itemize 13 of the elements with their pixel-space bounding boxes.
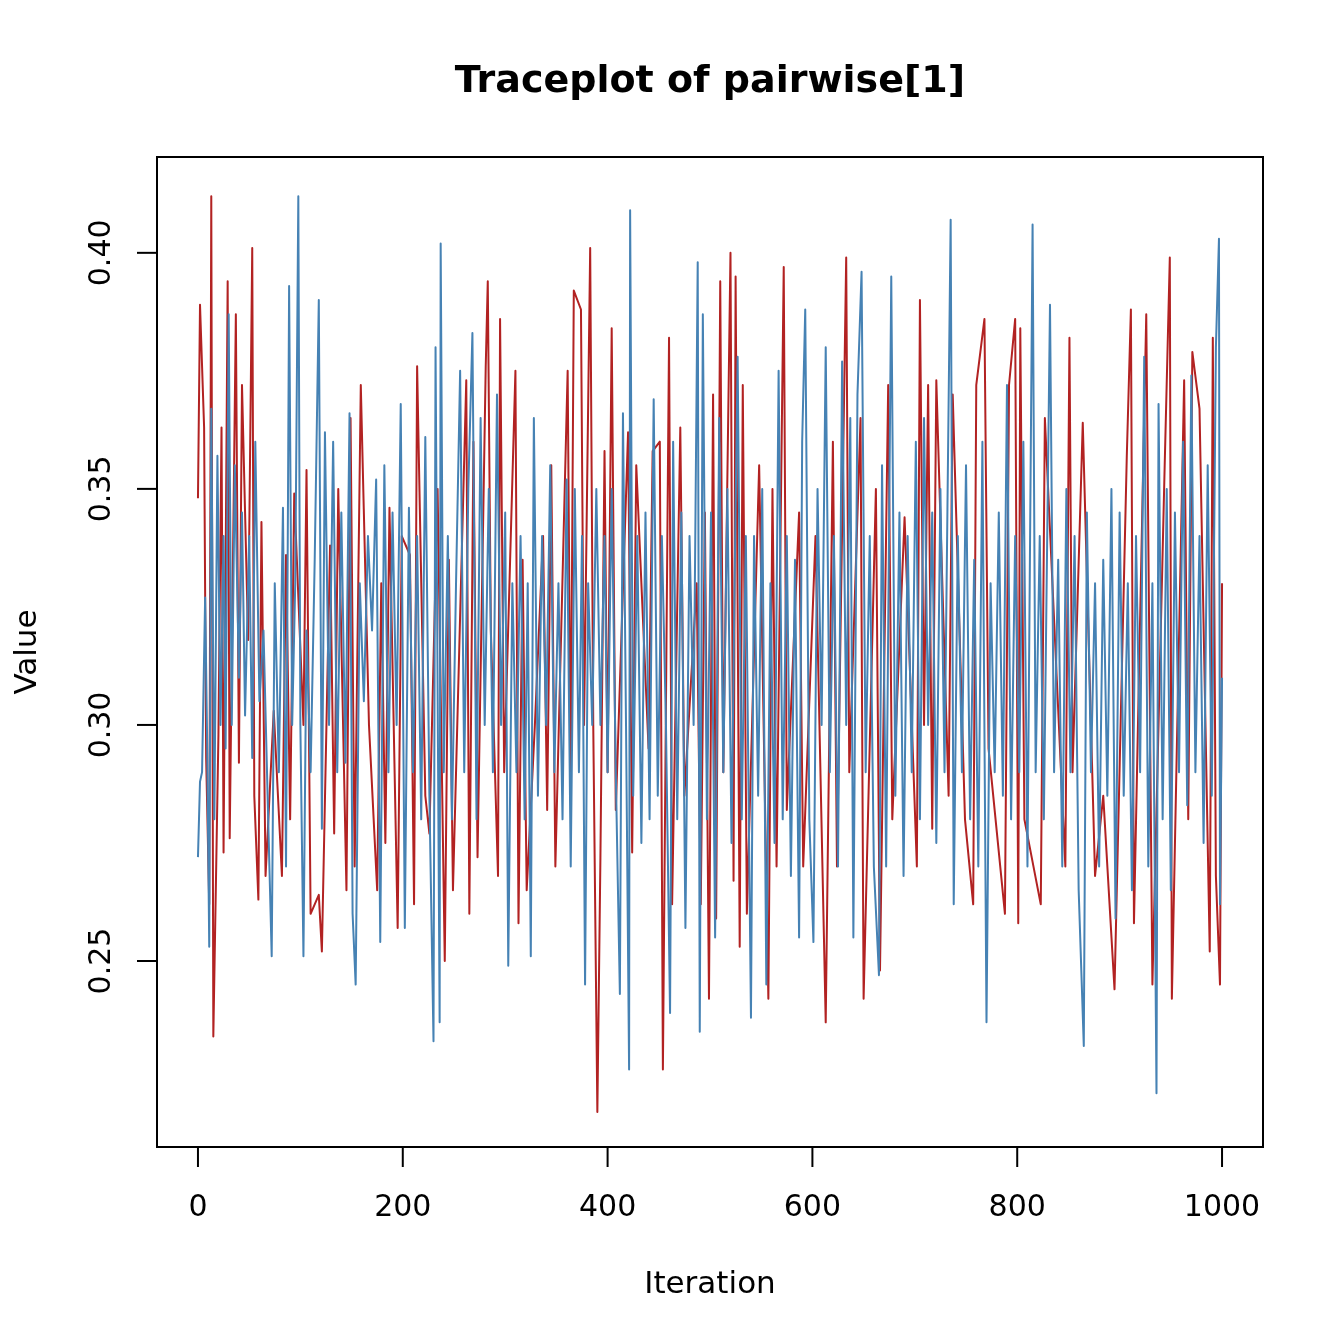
x-axis-title: Iteration (643, 1263, 777, 1302)
x-tick-label: 400 (578, 1187, 637, 1223)
x-tick-label: 200 (374, 1187, 432, 1223)
y-tick-label: 0.35 (82, 455, 118, 523)
x-tick-label: 0 (188, 1187, 208, 1223)
x-tick-label: 1000 (1183, 1187, 1261, 1223)
y-tick-label: 0.25 (82, 927, 118, 995)
y-tick-label: 0.40 (82, 219, 118, 287)
y-axis-title: Value (6, 608, 44, 697)
x-tick-label: 600 (783, 1187, 842, 1223)
x-tick-label: 800 (988, 1187, 1046, 1223)
y-tick-label: 0.30 (82, 691, 118, 759)
chart-title: Traceplot of pairwise[1] (453, 56, 967, 102)
